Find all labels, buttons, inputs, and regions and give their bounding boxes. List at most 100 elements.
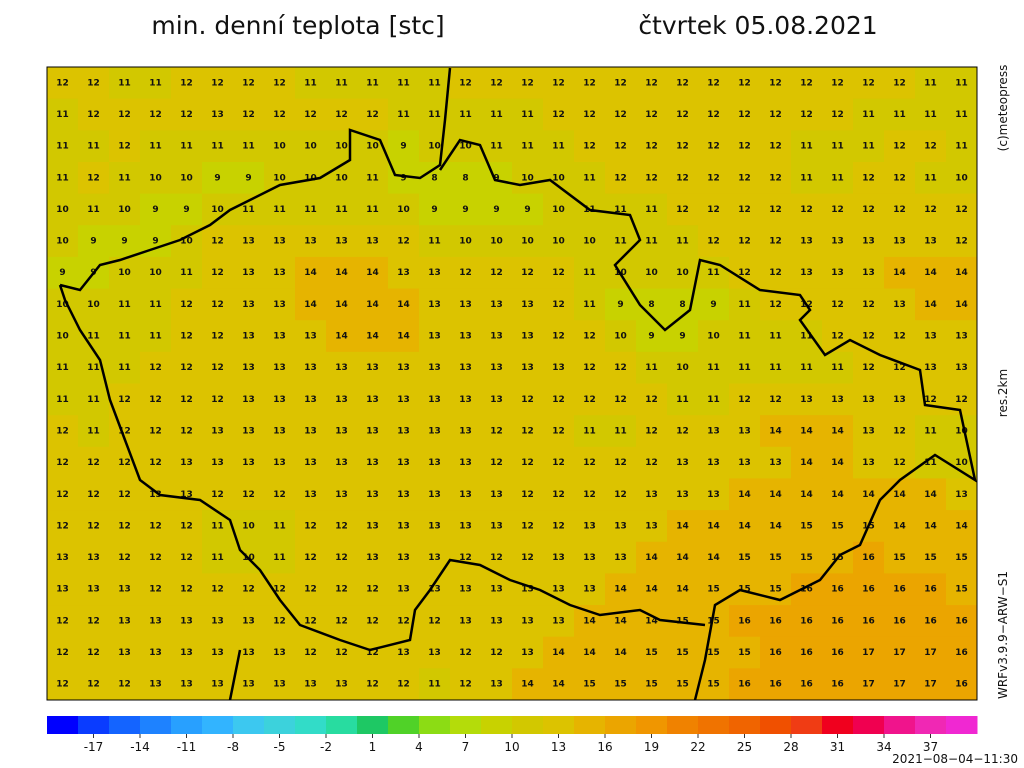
cell-value: 8	[462, 173, 468, 183]
cell-value: 12	[366, 110, 379, 120]
cell-value: 13	[335, 363, 348, 373]
cell	[946, 256, 978, 290]
cell	[698, 668, 730, 701]
cell	[357, 320, 389, 353]
cell-value: 12	[893, 173, 906, 183]
cell-value: 13	[490, 395, 503, 405]
cell-value: 13	[552, 553, 565, 563]
cell	[326, 605, 358, 638]
cell-value: 11	[583, 173, 596, 183]
cell-value: 13	[397, 395, 410, 405]
cell-value: 13	[924, 363, 937, 373]
cell-value: 12	[211, 237, 224, 247]
cell-value: 13	[862, 237, 875, 247]
cell	[884, 256, 916, 290]
cell	[946, 573, 978, 606]
cell-value: 13	[180, 680, 193, 690]
cell	[884, 67, 916, 100]
cell	[636, 256, 668, 290]
cell-value: 14	[366, 300, 379, 310]
cell-value: 12	[304, 648, 317, 658]
cell	[140, 668, 172, 701]
cell-value: 13	[335, 490, 348, 500]
cell-value: 10	[87, 300, 100, 310]
cell-value: 13	[118, 585, 131, 595]
cell-value: 13	[366, 553, 379, 563]
cell-value: 12	[87, 110, 100, 120]
colorbar-swatch	[729, 716, 761, 734]
cell-value: 12	[87, 458, 100, 468]
cell	[295, 67, 327, 100]
cell-value: 16	[769, 680, 782, 690]
cell	[233, 668, 265, 701]
cell-value: 12	[676, 78, 689, 88]
cell-value: 11	[955, 110, 968, 120]
cell-value: 12	[273, 585, 286, 595]
cell	[202, 573, 234, 606]
cell-value: 9	[493, 205, 499, 215]
cell-value: 12	[304, 585, 317, 595]
cell-value: 13	[428, 648, 441, 658]
cell-value: 13	[180, 616, 193, 626]
cell-value: 12	[676, 110, 689, 120]
cell	[419, 510, 451, 543]
cell	[202, 541, 234, 574]
cell	[636, 478, 668, 511]
cell-value: 11	[149, 78, 162, 88]
cell	[47, 510, 79, 543]
cell-value: 10	[304, 173, 317, 183]
cell	[698, 98, 730, 131]
cell-value: 12	[924, 142, 937, 152]
cell	[543, 225, 575, 258]
cell-value: 12	[645, 78, 658, 88]
cell-value: 12	[56, 490, 69, 500]
cell	[853, 256, 885, 290]
cell	[450, 415, 482, 448]
cell-value: 14	[304, 268, 317, 278]
cell	[729, 573, 761, 606]
cell-value: 13	[304, 363, 317, 373]
colorbar-swatch	[140, 716, 172, 734]
cell	[760, 541, 792, 574]
cell-value: 14	[583, 616, 596, 626]
cell-value: 8	[431, 173, 437, 183]
cell	[326, 288, 358, 321]
cell-value: 16	[800, 680, 813, 690]
cell	[140, 605, 172, 638]
cell-value: 12	[831, 205, 844, 215]
cell-value: 13	[397, 585, 410, 595]
cell-value: 10	[521, 173, 534, 183]
cell	[388, 541, 420, 574]
cell	[202, 130, 234, 163]
cell-value: 15	[676, 648, 689, 658]
cell-value: 13	[521, 585, 534, 595]
cell-value: 12	[211, 490, 224, 500]
cell-value: 12	[366, 616, 379, 626]
cell-value: 13	[273, 332, 286, 342]
cell	[171, 541, 203, 574]
cell-value: 12	[180, 426, 193, 436]
cell	[946, 288, 978, 321]
cell	[171, 320, 203, 353]
cell-value: 12	[304, 521, 317, 531]
cell-value: 13	[242, 300, 255, 310]
cell-value: 12	[552, 110, 565, 120]
cell	[78, 636, 110, 669]
cell-value: 12	[118, 680, 131, 690]
cell-value: 12	[645, 395, 658, 405]
cell	[884, 225, 916, 258]
cell-value: 12	[893, 426, 906, 436]
cell-value: 12	[552, 490, 565, 500]
cell-value: 13	[273, 395, 286, 405]
cell-value: 12	[490, 648, 503, 658]
cell	[884, 668, 916, 701]
cell-value: 12	[335, 110, 348, 120]
cell-value: 14	[738, 490, 751, 500]
cell	[78, 130, 110, 163]
cell	[450, 225, 482, 258]
cell	[512, 130, 544, 163]
cell	[698, 510, 730, 543]
cell-value: 14	[955, 300, 968, 310]
cell-value: 16	[893, 616, 906, 626]
cell	[574, 98, 606, 131]
